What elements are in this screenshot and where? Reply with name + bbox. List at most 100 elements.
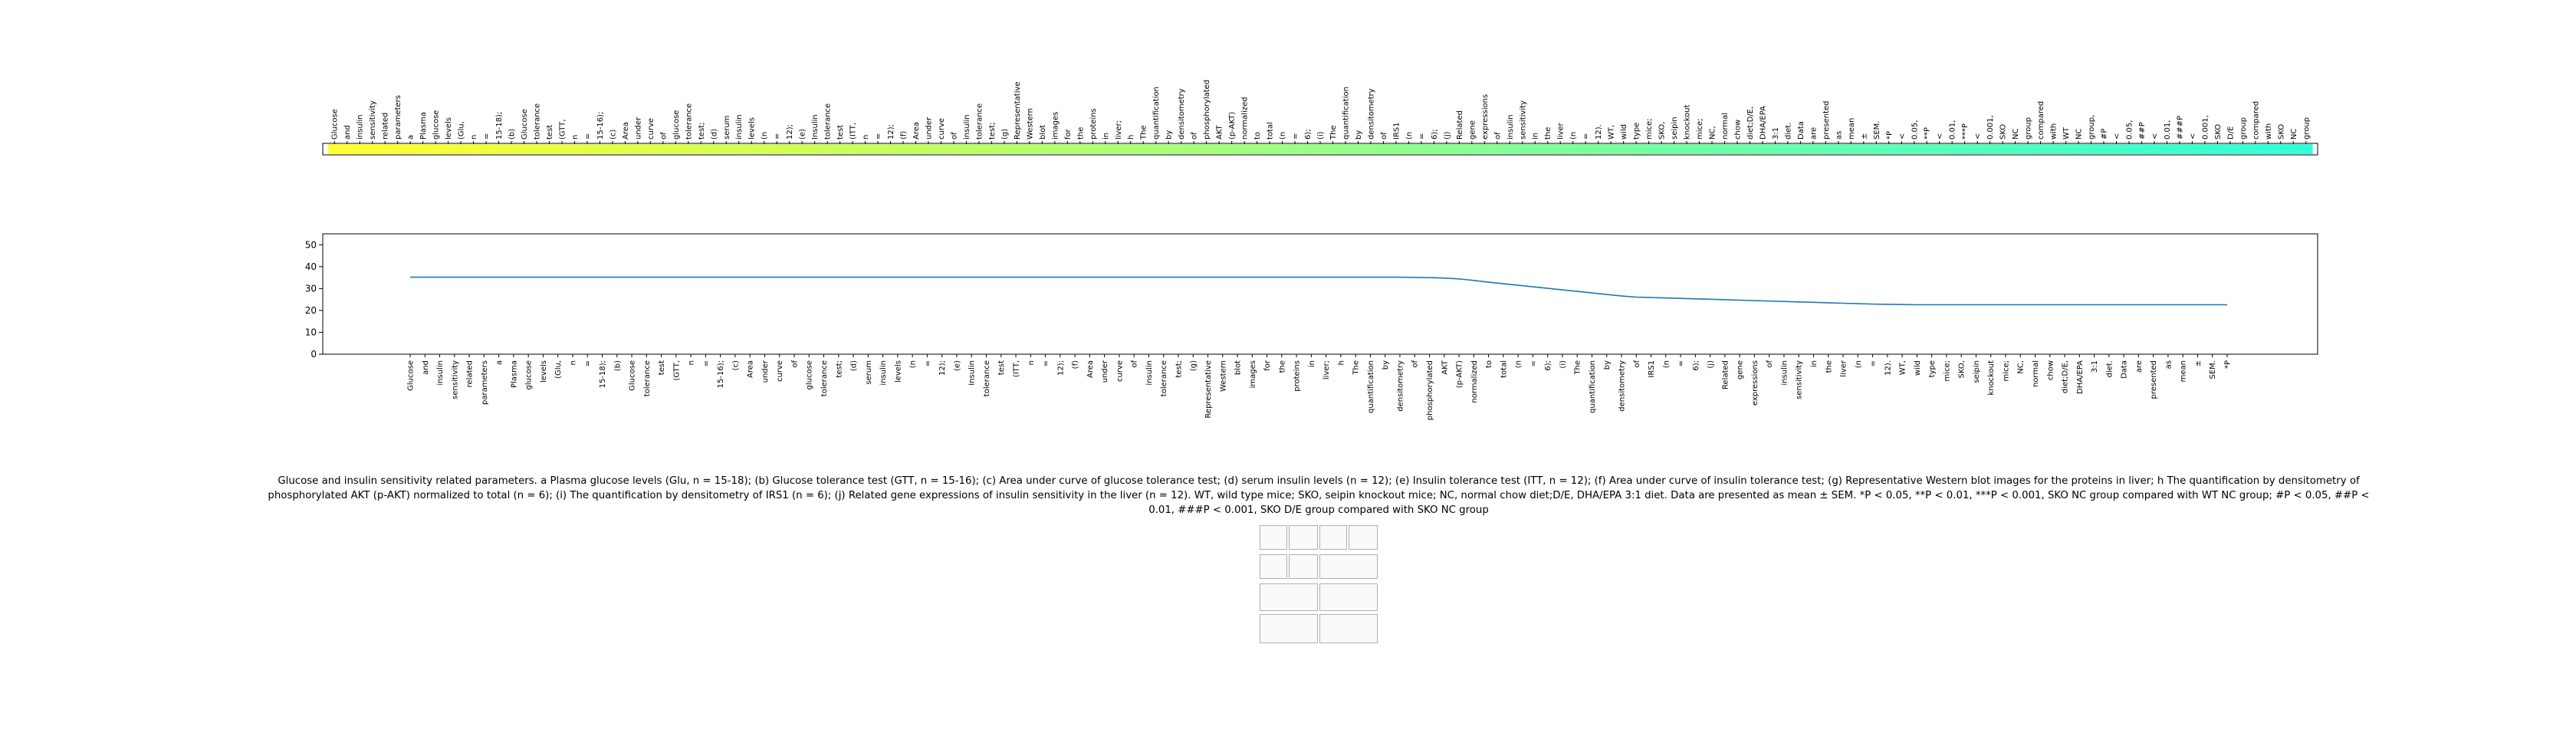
heatmap-cell <box>1212 144 1226 154</box>
heatmap-word-label: DHA/EPA <box>1759 106 1767 140</box>
x-tick-label: test; <box>835 360 843 378</box>
heatmap-cell <box>1162 144 1176 154</box>
heatmap-word-label: phosphorylated <box>1203 80 1211 140</box>
heatmap-word-label: SKO <box>2214 124 2223 140</box>
series-line <box>410 276 2227 306</box>
heatmap-cell <box>1149 144 1163 154</box>
heatmap-word-label: (f) <box>900 131 909 140</box>
x-tick-label: Glucose <box>407 360 416 391</box>
heatmap-cell <box>1010 144 1024 154</box>
heatmap-word-label: levels <box>445 117 453 140</box>
heatmap-cell <box>820 144 834 154</box>
heatmap-word-label: under <box>634 117 642 140</box>
heatmap-word-label: curve <box>938 118 946 140</box>
x-tick-label: 12); <box>1056 360 1065 376</box>
x-tick-label: the <box>1825 360 1833 373</box>
heatmap-word-label: < <box>2150 133 2159 140</box>
x-tick-label: 15-16); <box>717 360 725 388</box>
x-tick-label: parameters <box>481 360 489 405</box>
heatmap-word-label: compared <box>2037 101 2045 140</box>
heatmap-cell <box>985 144 999 154</box>
heatmap-cell <box>1730 144 1744 154</box>
heatmap-word-label: knockout <box>1684 104 1692 140</box>
heatmap-word-label: **P <box>1924 127 1932 140</box>
x-tick-label: in <box>1810 360 1819 367</box>
x-tick-label: sensitivity <box>1796 360 1804 399</box>
heatmap-word-label: 0.01, <box>1949 120 1957 140</box>
x-tick-label: Western <box>1219 360 1227 392</box>
x-tick-label: of <box>1633 360 1641 368</box>
heatmap-cell <box>2147 144 2161 154</box>
heatmap-word-label: (p-AKT) <box>1228 112 1237 140</box>
x-tick-label: (d) <box>850 360 859 371</box>
x-tick-label: Insulin <box>968 360 977 386</box>
x-tick-label: and <box>422 360 430 375</box>
heatmap-cell <box>1756 144 1769 154</box>
x-tick-label: tolerance <box>1160 360 1168 396</box>
heatmap-word-label: type <box>1633 123 1641 140</box>
heatmap-word-label: parameters <box>394 95 402 140</box>
heatmap-cell <box>770 144 784 154</box>
heatmap-word-label: compared <box>2252 101 2260 140</box>
heatmap-cell <box>1023 144 1037 154</box>
heatmap-word-label: of <box>1493 132 1502 140</box>
heatmap-cell <box>328 144 342 154</box>
heatmap-word-label: tolerance <box>824 104 833 140</box>
heatmap-word-label: (n <box>1279 132 1287 140</box>
heatmap-cell <box>896 144 910 154</box>
heatmap-word-label: (ITT, <box>849 123 858 140</box>
x-tick-label: 15-18); <box>599 360 607 388</box>
x-tick-label: DHA/EPA <box>2076 360 2085 394</box>
heatmap-cell <box>1048 144 1062 154</box>
heatmap-cell <box>1604 144 1618 154</box>
heatmap-cell <box>1036 144 1050 154</box>
heatmap-word-label: the <box>1544 127 1552 140</box>
heatmap-word-label: of <box>1191 132 1199 140</box>
x-tick-label: Representative <box>1204 360 1213 419</box>
heatmap-cell <box>1983 144 1997 154</box>
heatmap-cell <box>1465 144 1479 154</box>
heatmap-cell <box>340 144 354 154</box>
heatmap-word-label: NC <box>2075 129 2084 140</box>
heatmap-cell <box>555 144 569 154</box>
heatmap-cell <box>1402 144 1416 154</box>
heatmap-word-label: levels <box>748 117 757 140</box>
heatmap-cell <box>1339 144 1352 154</box>
heatmap-word-label: with <box>2050 123 2058 140</box>
x-tick-label: (Glu, <box>554 360 563 379</box>
heatmap-cell <box>859 144 872 154</box>
x-tick-label: liver <box>1840 360 1848 377</box>
heatmap-word-label: tolerance <box>975 104 984 140</box>
heatmap-cell <box>1693 144 1707 154</box>
heatmap-cell <box>1592 144 1605 154</box>
x-tick-label: test <box>997 360 1006 375</box>
heatmap-cell <box>2186 144 2200 154</box>
heatmap-word-label: group, <box>2088 115 2096 140</box>
attention-heatmap: Glucose and insulin sensitivity related param… <box>322 80 2318 156</box>
x-tick-label: curve <box>1116 360 1124 382</box>
x-tick-label: of <box>1131 360 1139 368</box>
heatmap-cell <box>504 144 518 154</box>
x-tick-label: wild <box>1914 360 1922 376</box>
x-tick-label: diet;D/E, <box>2062 360 2070 393</box>
x-tick-label: Data <box>2121 360 2129 379</box>
heatmap-cell <box>884 144 898 154</box>
heatmap-cell <box>2236 144 2250 154</box>
heatmap-cell <box>467 144 481 154</box>
heatmap-word-label: (b) <box>508 129 517 140</box>
heatmap-cell <box>1187 144 1201 154</box>
y-tick-label: 0 <box>310 349 317 360</box>
x-tick-label: normal <box>2032 360 2040 387</box>
heatmap-cell <box>1086 144 1100 154</box>
heatmap-word-label: sensitivity <box>1519 100 1527 140</box>
x-tick-label: (i) <box>1559 360 1567 369</box>
heatmap-cell <box>1541 144 1555 154</box>
x-tick-label: proteins <box>1293 360 1302 392</box>
heatmap-word-label: NC <box>2012 129 2020 140</box>
heatmap-cell <box>2072 144 2085 154</box>
heatmap-word-label: (d) <box>710 129 718 140</box>
x-tick-label: AKT <box>1441 360 1449 375</box>
heatmap-word-label: 12). <box>1595 124 1603 140</box>
heatmap-word-label: Data <box>1797 121 1806 140</box>
